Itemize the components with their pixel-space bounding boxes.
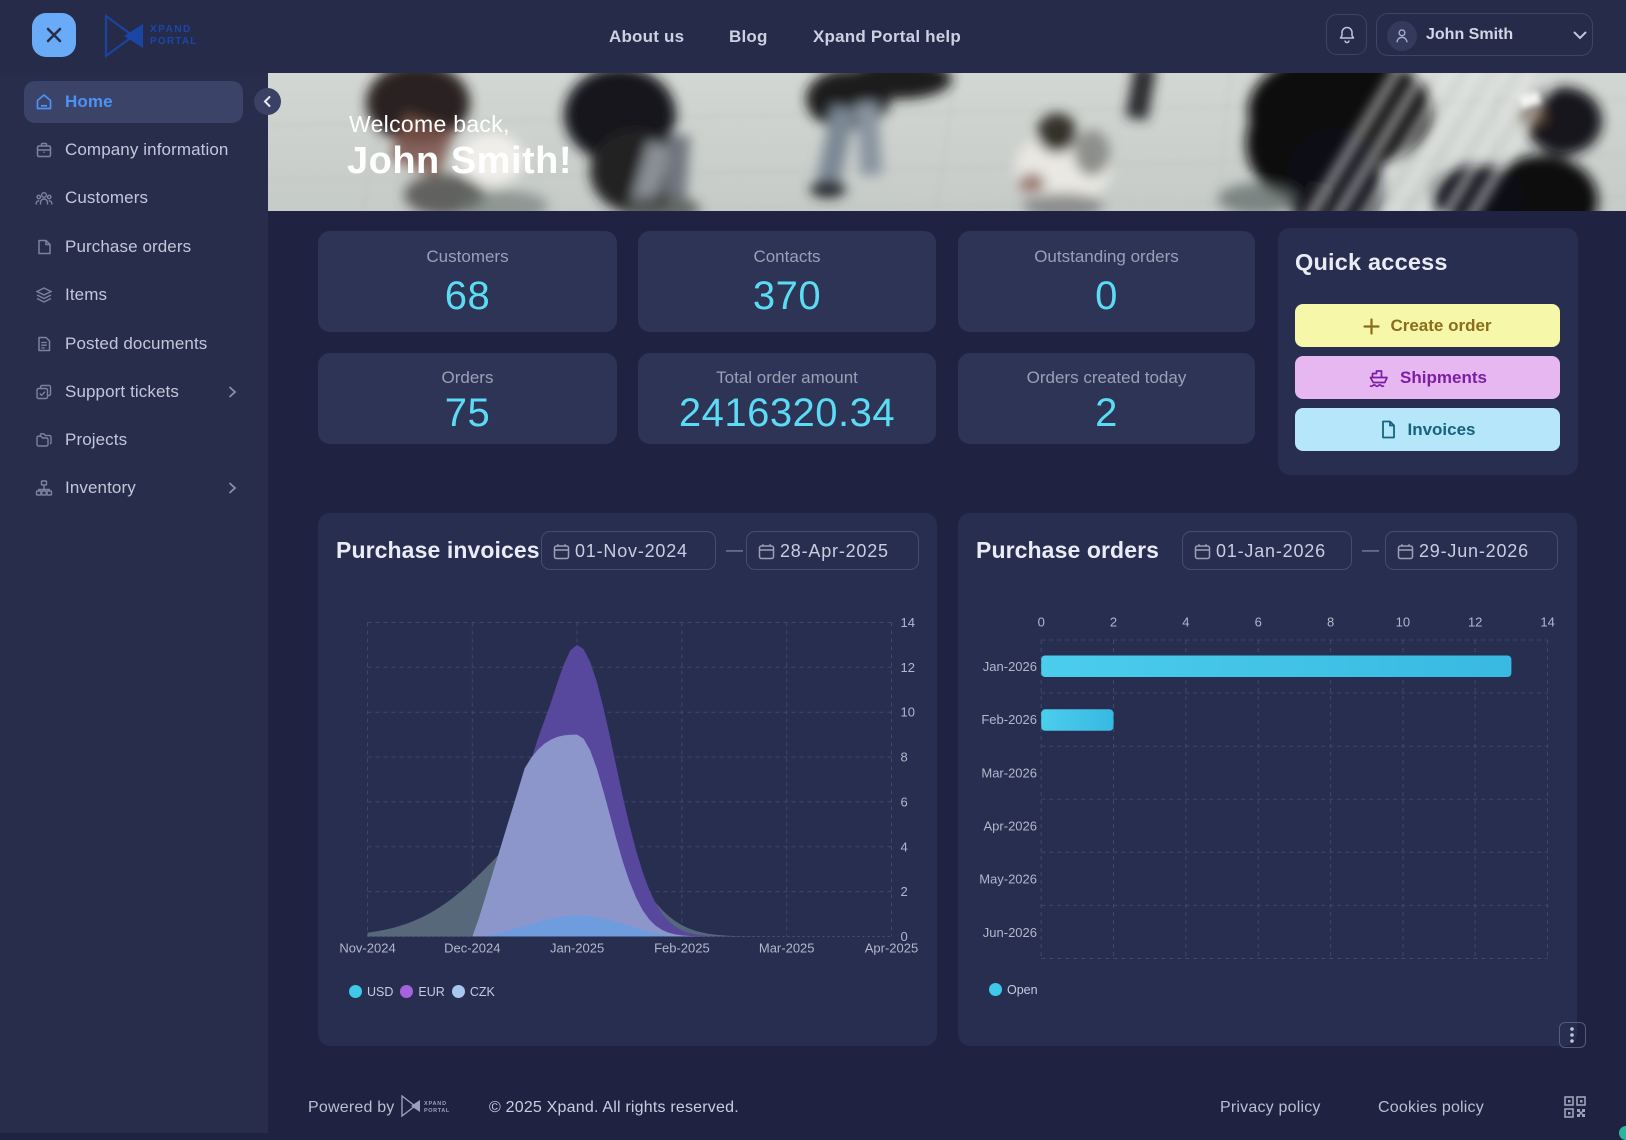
svg-text:Mar-2026: Mar-2026 (981, 765, 1037, 780)
svg-text:12: 12 (1468, 615, 1482, 630)
svg-text:XPAND: XPAND (424, 1101, 447, 1107)
svg-text:Apr-2025: Apr-2025 (865, 941, 918, 956)
svg-text:4: 4 (1182, 615, 1189, 630)
svg-text:Feb-2026: Feb-2026 (981, 712, 1037, 727)
svg-text:8: 8 (1327, 615, 1334, 630)
svg-text:XPAND: XPAND (150, 24, 192, 35)
svg-text:10: 10 (1396, 615, 1410, 630)
svg-text:Jan-2026: Jan-2026 (983, 659, 1037, 674)
svg-text:2: 2 (1110, 615, 1117, 630)
svg-text:10: 10 (901, 705, 915, 720)
svg-text:Jun-2026: Jun-2026 (983, 925, 1037, 940)
svg-text:14: 14 (901, 615, 915, 630)
svg-text:6: 6 (1255, 615, 1262, 630)
svg-text:8: 8 (901, 750, 908, 765)
svg-text:4: 4 (901, 839, 908, 854)
svg-text:Apr-2026: Apr-2026 (984, 818, 1037, 833)
svg-text:May-2026: May-2026 (979, 872, 1037, 887)
svg-text:Jan-2025: Jan-2025 (550, 941, 604, 956)
svg-text:Mar-2025: Mar-2025 (759, 941, 815, 956)
svg-text:PORTAL: PORTAL (150, 36, 198, 47)
svg-text:14: 14 (1540, 615, 1554, 630)
svg-text:0: 0 (1038, 615, 1045, 630)
svg-text:Dec-2024: Dec-2024 (444, 941, 500, 956)
svg-text:Feb-2025: Feb-2025 (654, 941, 710, 956)
svg-text:6: 6 (901, 794, 908, 809)
svg-text:2: 2 (901, 884, 908, 899)
svg-text:0: 0 (901, 929, 908, 944)
svg-text:Nov-2024: Nov-2024 (339, 941, 395, 956)
svg-text:PORTAL: PORTAL (424, 1108, 450, 1114)
svg-text:12: 12 (901, 660, 915, 675)
